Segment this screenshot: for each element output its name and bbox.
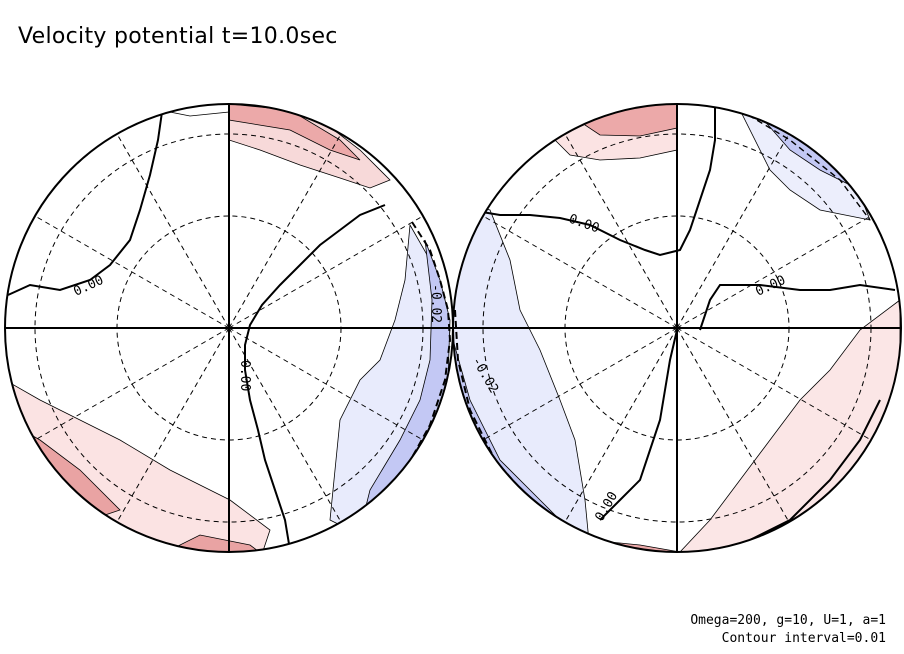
- right-hemisphere: 0.00 0.00 0.00 -0.02: [452, 103, 902, 553]
- plot-title: Velocity potential t=10.0sec: [18, 24, 338, 49]
- left-zero-contour-b: [244, 204, 386, 551]
- left-contour-label-negative: -0.02: [428, 284, 443, 323]
- left-zero-contour-a: [7, 111, 163, 296]
- right-zero-contour-a: [469, 104, 716, 257]
- left-hemisphere: 0.00 0.00 -0.02: [4, 103, 454, 553]
- left-negative-contour: [339, 221, 452, 531]
- left-contour-label-zero-b: 0.00: [237, 360, 252, 391]
- right-zero-contour-b: [699, 283, 896, 331]
- footer-parameters: Omega=200, g=10, U=1, a=1: [690, 613, 886, 628]
- right-zero-contour-c: [599, 329, 678, 521]
- right-hemisphere-boundary: [452, 103, 902, 553]
- footer-contour-interval: Contour interval=0.01: [721, 631, 886, 646]
